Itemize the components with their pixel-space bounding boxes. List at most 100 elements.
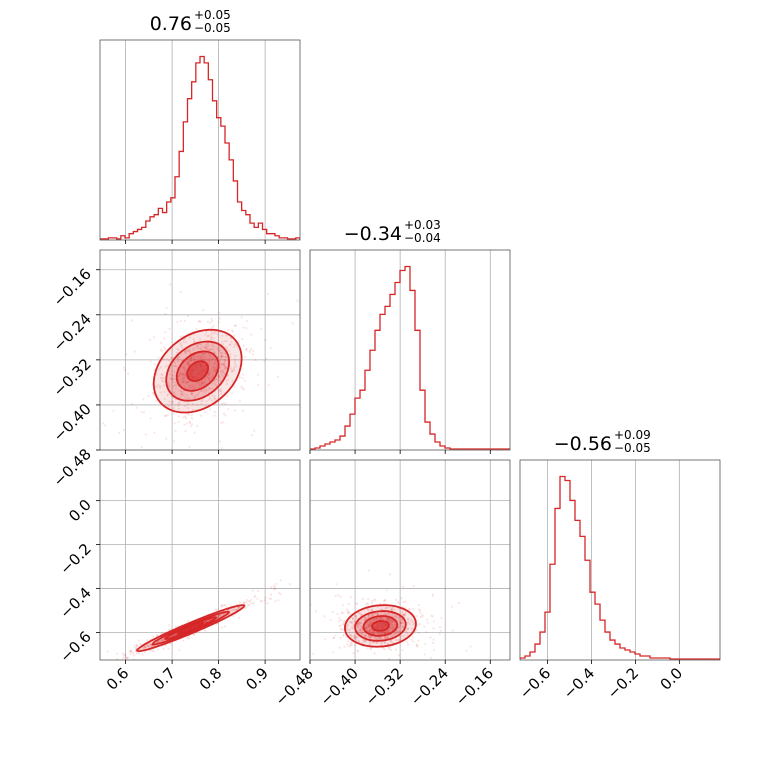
scatter-point	[357, 611, 360, 614]
scatter-point	[273, 588, 276, 591]
scatter-point	[202, 309, 205, 312]
scatter-point	[146, 644, 149, 648]
scatter-point	[394, 631, 397, 634]
scatter-point	[153, 431, 156, 434]
scatter-point	[367, 623, 370, 627]
scatter-point	[183, 337, 187, 341]
scatter-point	[432, 638, 435, 641]
scatter-point	[113, 661, 115, 663]
scatter-point	[391, 609, 394, 612]
scatter-point	[167, 383, 170, 387]
scatter-point	[391, 620, 394, 623]
scatter-point	[208, 344, 211, 348]
scatter-point	[189, 356, 192, 359]
scatter-point	[432, 641, 435, 645]
scatter-point	[373, 617, 376, 621]
scatter-point	[166, 394, 169, 397]
scatter-point	[210, 344, 214, 347]
scatter-point	[268, 597, 271, 600]
scatter-point	[288, 583, 291, 586]
scatter-point	[369, 623, 372, 626]
scatter-point	[135, 643, 138, 646]
scatter-point	[393, 623, 397, 626]
scatter-point	[410, 627, 413, 630]
scatter-point	[220, 421, 223, 425]
scatter-point	[213, 350, 216, 354]
scatter-point	[203, 379, 207, 382]
scatter-point	[182, 381, 185, 384]
scatter-point	[205, 388, 208, 391]
scatter-point	[152, 336, 155, 339]
scatter-point	[407, 627, 410, 630]
scatter-point	[169, 283, 172, 286]
scatter-point	[391, 625, 394, 629]
scatter-point	[411, 635, 415, 638]
scatter-point	[360, 626, 363, 629]
scatter-point	[233, 369, 236, 372]
scatter-point	[173, 370, 176, 373]
scatter-point	[130, 402, 134, 406]
scatter-point	[438, 626, 441, 629]
scatter-point	[403, 634, 406, 637]
scatter-point	[205, 358, 208, 361]
scatter-point	[384, 636, 387, 639]
scatter-point	[373, 652, 376, 655]
scatter-point	[387, 618, 390, 621]
scatter-point	[214, 608, 217, 612]
scatter-point	[210, 336, 213, 339]
scatter-point	[129, 652, 132, 656]
scatter-point	[339, 624, 342, 627]
scatter-point	[366, 647, 369, 650]
y-tick-label: −0.16	[50, 265, 95, 310]
scatter-point	[368, 620, 372, 623]
scatter-point	[372, 619, 375, 622]
scatter-point	[210, 317, 213, 321]
scatter-point	[394, 614, 397, 618]
scatter-point	[384, 636, 387, 639]
scatter-point	[391, 642, 394, 645]
scatter-point	[196, 355, 199, 358]
scatter-point	[176, 320, 179, 324]
scatter-point	[332, 651, 335, 654]
scatter-point	[214, 382, 217, 386]
scatter-point	[203, 381, 206, 384]
scatter-point	[197, 393, 200, 396]
scatter-point	[388, 620, 391, 623]
scatter-point	[221, 343, 224, 346]
scatter-point	[380, 616, 383, 620]
scatter-point	[389, 573, 392, 576]
scatter-point	[184, 416, 188, 420]
scatter-point	[386, 636, 389, 640]
scatter-point	[205, 375, 208, 379]
scatter-point	[210, 376, 213, 380]
scatter-point	[364, 603, 368, 606]
scatter-point	[390, 635, 393, 638]
scatter-point	[196, 344, 199, 347]
scatter-point	[170, 357, 173, 360]
scatter-point	[195, 393, 198, 396]
scatter-point	[174, 364, 177, 368]
scatter-point	[223, 352, 226, 355]
scatter-point	[215, 608, 218, 611]
scatter-point	[145, 646, 148, 649]
param-title-1: −0.34 +0.03−0.04	[344, 218, 441, 245]
scatter-point	[138, 652, 141, 655]
scatter-point	[217, 374, 220, 377]
scatter-point	[233, 334, 236, 337]
scatter-point	[196, 424, 199, 428]
scatter-point	[224, 365, 227, 368]
scatter-point	[178, 381, 181, 384]
x-tick-label: −0.24	[407, 664, 452, 709]
scatter-point	[171, 377, 174, 381]
scatter-point	[405, 630, 408, 633]
scatter-point	[348, 612, 351, 615]
scatter-point	[188, 360, 192, 363]
scatter-point	[198, 383, 201, 386]
x-tick-label: −0.4	[560, 664, 598, 702]
scatter-point	[216, 333, 219, 336]
scatter-point	[220, 362, 223, 365]
scatter-point	[367, 626, 370, 629]
scatter-point	[371, 614, 374, 617]
scatter-point	[180, 392, 183, 395]
